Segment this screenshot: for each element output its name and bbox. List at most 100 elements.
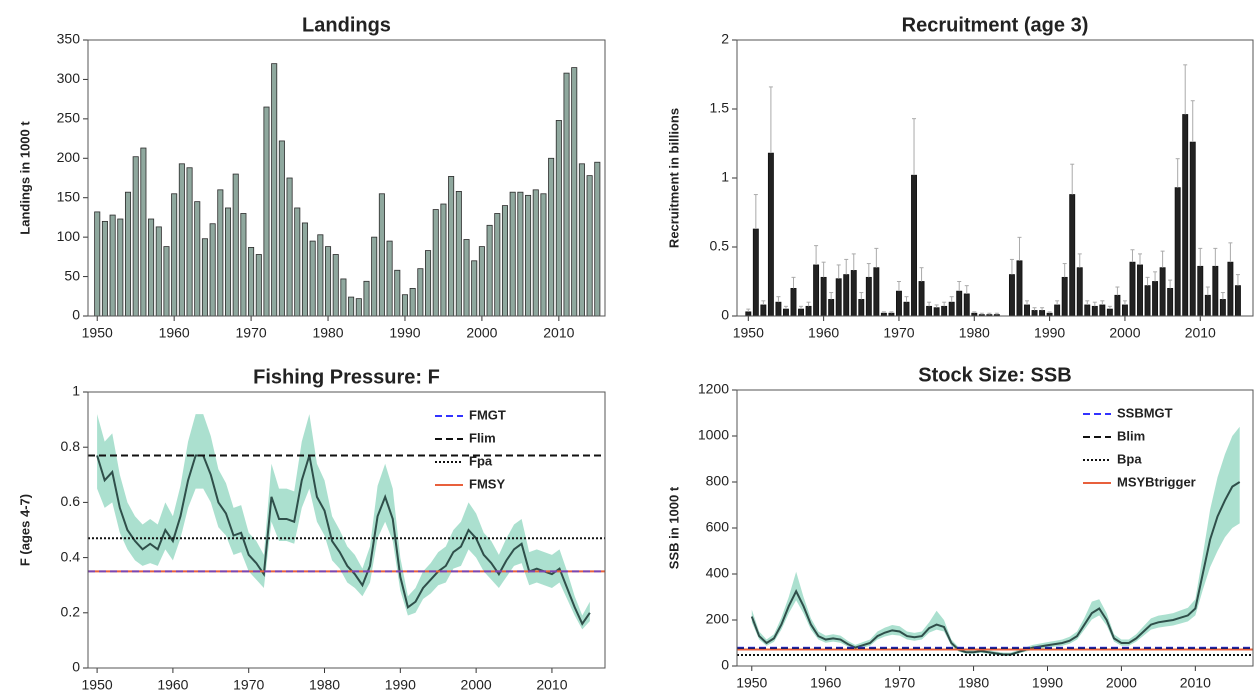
bar bbox=[798, 308, 804, 317]
chart-title: Stock Size: SSB bbox=[918, 364, 1071, 386]
bar bbox=[263, 106, 270, 317]
bar bbox=[783, 308, 789, 317]
bar bbox=[386, 240, 393, 317]
bar bbox=[286, 177, 293, 317]
bar bbox=[790, 287, 797, 317]
x-tick-label: 1960 bbox=[159, 325, 190, 341]
bar bbox=[1099, 304, 1106, 317]
bar bbox=[1024, 304, 1030, 317]
bar bbox=[201, 238, 208, 317]
line bbox=[750, 481, 1241, 656]
x-tick-label: 1990 bbox=[385, 677, 416, 693]
bar bbox=[117, 218, 124, 317]
bar bbox=[563, 72, 570, 317]
y-tick-label: 0 bbox=[721, 307, 729, 323]
y-tick-label: 350 bbox=[57, 31, 81, 47]
legend-label: FMSY bbox=[469, 476, 505, 491]
bar bbox=[409, 287, 416, 317]
x-tick-label: 1950 bbox=[736, 675, 767, 691]
y-axis-label: F (ages 4-7) bbox=[17, 494, 32, 566]
x-tick-label: 2010 bbox=[536, 677, 567, 693]
bar bbox=[225, 207, 232, 317]
x-tick-label: 2010 bbox=[1180, 675, 1211, 691]
confidence-band bbox=[97, 414, 590, 630]
bar bbox=[775, 301, 782, 317]
bar bbox=[548, 157, 555, 317]
bar bbox=[109, 214, 116, 317]
legend-label: FMGT bbox=[469, 407, 506, 422]
y-tick-label: 200 bbox=[57, 149, 81, 165]
bar bbox=[1016, 260, 1023, 317]
y-tick-label: 1.5 bbox=[710, 100, 730, 116]
bar bbox=[463, 239, 470, 317]
bar bbox=[1167, 287, 1174, 317]
y-tick-label: 1000 bbox=[698, 427, 729, 443]
bar bbox=[1212, 265, 1219, 317]
bar bbox=[1091, 305, 1098, 317]
bar bbox=[378, 193, 385, 317]
bar bbox=[1106, 308, 1113, 317]
bar bbox=[1129, 261, 1136, 317]
y-tick-label: 50 bbox=[64, 267, 80, 283]
x-tick-label: 1950 bbox=[82, 677, 113, 693]
x-tick-label: 1980 bbox=[309, 677, 340, 693]
bar bbox=[813, 264, 820, 317]
y-tick-label: 200 bbox=[706, 611, 730, 627]
bar bbox=[865, 276, 872, 317]
bar bbox=[255, 254, 262, 317]
y-tick-label: 600 bbox=[706, 519, 730, 535]
bar bbox=[525, 194, 532, 317]
bar bbox=[332, 254, 339, 317]
y-tick-label: 150 bbox=[57, 188, 81, 204]
bar bbox=[578, 163, 585, 317]
plot-frame bbox=[87, 39, 606, 317]
bar bbox=[760, 304, 767, 317]
x-tick-label: 1970 bbox=[236, 325, 267, 341]
bar bbox=[956, 290, 963, 317]
x-tick-label: 1980 bbox=[958, 675, 989, 691]
bar bbox=[432, 209, 439, 317]
bar bbox=[501, 205, 509, 317]
bar bbox=[509, 191, 516, 317]
bar bbox=[828, 299, 835, 317]
bar bbox=[1152, 281, 1159, 317]
bar bbox=[478, 246, 485, 317]
x-tick-label: 1980 bbox=[959, 325, 990, 341]
plot-frame bbox=[736, 389, 1254, 667]
chart-title: Landings bbox=[302, 14, 391, 36]
bar bbox=[240, 213, 247, 317]
bar bbox=[752, 228, 759, 317]
bar bbox=[586, 175, 593, 317]
y-tick-label: 800 bbox=[706, 473, 730, 489]
bar bbox=[155, 226, 162, 317]
x-tick-label: 1980 bbox=[312, 325, 343, 341]
y-tick-label: 0 bbox=[72, 659, 80, 675]
bar bbox=[171, 193, 178, 317]
bar bbox=[820, 276, 827, 317]
bar bbox=[948, 301, 955, 317]
bar bbox=[348, 296, 355, 317]
legend-label: SSBMGT bbox=[1117, 405, 1173, 420]
y-tick-label: 1 bbox=[72, 383, 80, 399]
x-tick-label: 1990 bbox=[1032, 675, 1063, 691]
bar bbox=[194, 201, 201, 317]
x-tick-label: 1960 bbox=[808, 325, 839, 341]
bar bbox=[101, 220, 108, 317]
bar bbox=[843, 274, 850, 317]
bar bbox=[1121, 304, 1128, 317]
bar bbox=[1084, 304, 1091, 317]
bar bbox=[1234, 285, 1241, 317]
x-tick-label: 1970 bbox=[883, 325, 914, 341]
bar bbox=[363, 280, 370, 317]
y-tick-label: 100 bbox=[57, 228, 81, 244]
x-tick-label: 1990 bbox=[1034, 325, 1065, 341]
bar bbox=[805, 305, 812, 317]
y-tick-label: 300 bbox=[57, 70, 81, 86]
bar bbox=[325, 246, 332, 317]
bar bbox=[850, 270, 857, 317]
y-tick-label: 0 bbox=[72, 307, 80, 323]
bar bbox=[540, 193, 547, 317]
bar bbox=[1174, 187, 1181, 317]
bar bbox=[858, 299, 865, 317]
